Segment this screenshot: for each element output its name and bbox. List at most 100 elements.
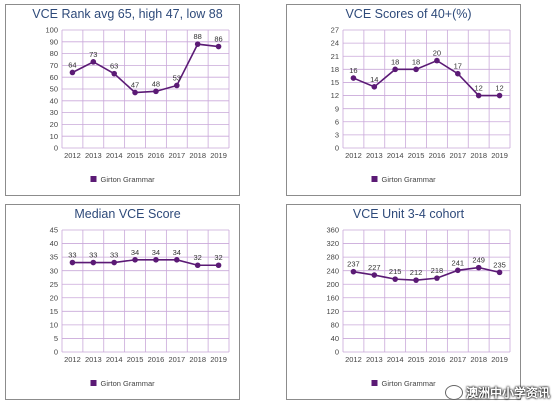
data-label: 88 — [194, 32, 202, 41]
x-tick-label: 2015 — [127, 355, 144, 364]
data-point — [350, 75, 357, 81]
x-tick-label: 2018 — [470, 151, 487, 160]
y-tick-label: 0 — [335, 144, 339, 153]
data-label: 241 — [452, 258, 465, 267]
y-tick-label: 100 — [45, 26, 58, 35]
x-tick-label: 2017 — [168, 151, 185, 160]
data-point — [194, 262, 201, 269]
y-tick-label: 360 — [326, 226, 339, 235]
y-tick-label: 35 — [50, 253, 58, 262]
data-label: 227 — [368, 263, 381, 272]
y-tick-label: 15 — [331, 78, 339, 87]
data-point — [371, 84, 378, 90]
chart-scores-40: VCE Scores of 40+(%)03691215182124272012… — [331, 7, 511, 184]
x-tick-label: 2018 — [189, 355, 206, 364]
legend-swatch — [371, 380, 378, 386]
data-point — [434, 275, 440, 281]
data-point — [132, 257, 138, 263]
chart-title: VCE Scores of 40+(%) — [345, 7, 471, 21]
legend-label: Girton Grammar — [101, 379, 156, 388]
chart-cohort: VCE Unit 3-4 cohort 0 40 80 120 160 200 240 280 3… — [326, 207, 511, 388]
y-tick-label: 40 — [50, 96, 58, 105]
data-label: 47 — [131, 81, 139, 90]
x-tick-label: 2018 — [189, 151, 206, 160]
data-label: 32 — [214, 253, 222, 262]
data-label: 14 — [370, 75, 378, 84]
y-tick-label: 10 — [50, 132, 58, 141]
data-label: 34 — [131, 248, 139, 257]
data-label: 86 — [214, 35, 222, 44]
y-tick-label: 18 — [331, 65, 339, 74]
data-label: 73 — [89, 50, 97, 59]
data-point — [215, 262, 222, 269]
x-tick-label: 2013 — [85, 355, 102, 364]
data-point — [371, 272, 378, 278]
x-tick-label: 2015 — [408, 355, 425, 364]
y-tick-label: 70 — [50, 61, 58, 70]
data-point — [475, 92, 482, 99]
legend-swatch — [90, 380, 97, 386]
data-point — [111, 259, 117, 266]
x-tick-label: 2015 — [127, 151, 144, 160]
data-label: 18 — [412, 57, 420, 66]
y-tick-label: 10 — [50, 320, 58, 329]
x-tick-label: 2013 — [366, 355, 383, 364]
watermark-text: 澳洲中小学资讯 — [465, 386, 550, 400]
data-point — [153, 88, 159, 95]
y-tick-label: 200 — [326, 280, 339, 289]
data-label: 18 — [391, 57, 399, 66]
data-point — [496, 92, 503, 99]
x-tick-label: 2019 — [210, 355, 227, 364]
data-point — [90, 259, 97, 266]
data-label: 17 — [454, 62, 462, 71]
y-tick-label: 80 — [331, 320, 339, 329]
x-tick-label: 2016 — [148, 151, 165, 160]
x-tick-label: 2017 — [168, 355, 185, 364]
legend-swatch — [371, 176, 378, 182]
y-tick-label: 27 — [331, 26, 339, 35]
y-tick-label: 0 — [54, 348, 58, 357]
x-tick-label: 2012 — [64, 355, 81, 364]
y-tick-label: 160 — [326, 293, 339, 302]
chart-median-score: Median VCE Score 0 5 10 15 20 25 30 35 40 45 2012 20… — [50, 207, 230, 388]
data-label: 12 — [475, 84, 483, 93]
data-label: 12 — [495, 84, 503, 93]
y-tick-label: 80 — [50, 49, 58, 58]
data-point — [132, 89, 138, 96]
data-point — [434, 57, 440, 64]
data-label: 235 — [493, 260, 506, 269]
chart-panel-vce-rank: VCE Rank avg 65, high 47, low 88 0 10 20 30 4… — [5, 4, 240, 196]
x-tick-label: 2019 — [491, 355, 508, 364]
wechat-icon — [444, 385, 463, 400]
y-tick-label: 9 — [335, 104, 339, 113]
data-point — [350, 268, 357, 275]
x-tick-label: 2014 — [106, 151, 123, 160]
data-point — [174, 257, 180, 263]
y-tick-label: 6 — [335, 117, 339, 126]
data-point — [413, 66, 419, 73]
x-tick-label: 2012 — [345, 151, 362, 160]
y-tick-label: 320 — [326, 239, 339, 248]
chart-title: VCE Unit 3-4 cohort — [353, 207, 465, 221]
data-label: 48 — [152, 79, 160, 88]
data-label: 16 — [349, 66, 357, 75]
legend-label: Girton Grammar — [382, 175, 437, 184]
y-tick-label: 5 — [54, 334, 58, 343]
y-tick-label: 40 — [50, 239, 58, 248]
data-point — [496, 269, 503, 276]
data-point — [153, 257, 159, 263]
y-tick-label: 0 — [335, 348, 339, 357]
y-tick-label: 50 — [50, 85, 58, 94]
data-point — [111, 70, 117, 77]
y-tick-label: 45 — [50, 226, 58, 235]
legend-swatch — [90, 176, 97, 182]
chart-title: VCE Rank avg 65, high 47, low 88 — [32, 7, 222, 21]
x-tick-label: 2016 — [429, 151, 446, 160]
data-point — [392, 276, 398, 282]
chart-panel-median-score: Median VCE Score 0 5 10 15 20 25 30 35 40 45 2012 20… — [5, 204, 240, 400]
x-tick-label: 2018 — [470, 355, 487, 364]
x-tick-label: 2017 — [449, 355, 466, 364]
data-label: 215 — [389, 267, 402, 276]
data-point — [455, 70, 461, 77]
legend-label: Girton Grammar — [382, 379, 437, 388]
